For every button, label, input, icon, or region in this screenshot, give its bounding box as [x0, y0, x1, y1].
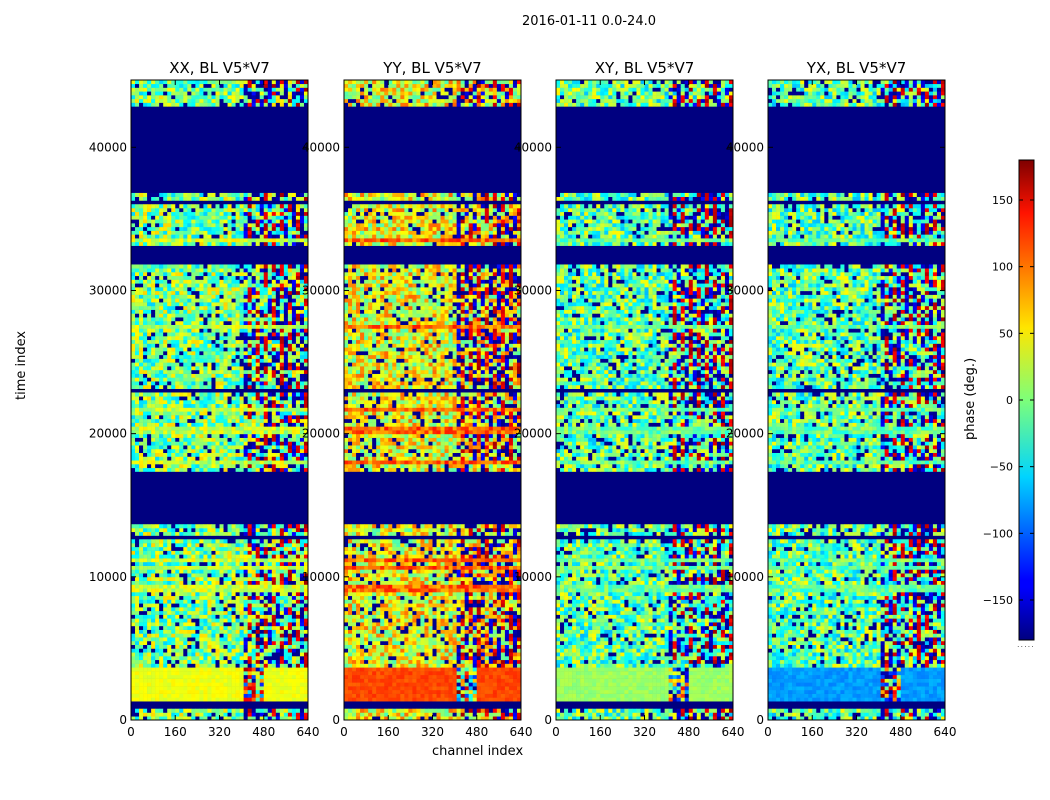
x-tick-label: 640 — [722, 725, 745, 739]
y-tick-label: 40000 — [89, 140, 127, 154]
panel-title: XX, BL V5*V7 — [169, 59, 270, 77]
colorbar-tick-label: 50 — [999, 327, 1013, 340]
panel-0 — [130, 79, 309, 721]
colorbar-tick-label: 0 — [1006, 394, 1013, 407]
x-tick-label: 0 — [764, 725, 772, 739]
colorbar-tick-label: −50 — [990, 461, 1013, 474]
x-tick-label: 160 — [589, 725, 612, 739]
y-tick-label: 10000 — [514, 570, 552, 584]
y-tick-label: 30000 — [514, 283, 552, 297]
y-tick-label: 40000 — [726, 140, 764, 154]
y-tick-label: 0 — [332, 713, 340, 727]
colorbar-tick-label: 100 — [992, 261, 1013, 274]
x-tick-label: 160 — [164, 725, 187, 739]
x-tick-label: 160 — [377, 725, 400, 739]
y-tick-label: 20000 — [302, 427, 340, 441]
x-tick-label: 320 — [845, 725, 868, 739]
y-tick-label: 10000 — [89, 570, 127, 584]
y-tick-label: 30000 — [726, 283, 764, 297]
y-tick-label: 0 — [544, 713, 552, 727]
x-tick-label: 640 — [934, 725, 957, 739]
y-tick-label: 20000 — [89, 427, 127, 441]
y-tick-label: 10000 — [302, 570, 340, 584]
x-axis-label: channel index — [432, 744, 523, 759]
panel-1 — [343, 79, 522, 721]
y-tick-label: 40000 — [302, 140, 340, 154]
y-tick-label: 10000 — [726, 570, 764, 584]
panel-title: XY, BL V5*V7 — [595, 59, 695, 77]
panel-title: YY, BL V5*V7 — [382, 59, 481, 77]
y-tick-label: 20000 — [514, 427, 552, 441]
x-tick-label: 480 — [252, 725, 275, 739]
colorbar-tick-label: 150 — [992, 194, 1013, 207]
panel-2 — [555, 79, 734, 721]
x-tick-label: 480 — [465, 725, 488, 739]
panel-title: YX, BL V5*V7 — [806, 59, 907, 77]
x-tick-label: 320 — [633, 725, 656, 739]
colorbar-footer-dots: ..... — [1017, 640, 1035, 649]
y-tick-label: 40000 — [514, 140, 552, 154]
x-tick-label: 160 — [801, 725, 824, 739]
y-tick-label: 20000 — [726, 427, 764, 441]
x-tick-label: 0 — [340, 725, 348, 739]
y-tick-label: 0 — [756, 713, 764, 727]
x-tick-label: 0 — [552, 725, 560, 739]
y-tick-label: 30000 — [302, 283, 340, 297]
y-tick-label: 30000 — [89, 283, 127, 297]
colorbar-tick-label: −150 — [983, 594, 1013, 607]
x-tick-label: 640 — [297, 725, 320, 739]
x-tick-label: 640 — [510, 725, 533, 739]
x-tick-label: 320 — [421, 725, 444, 739]
x-tick-label: 0 — [127, 725, 135, 739]
colorbar-tick-label: −100 — [983, 527, 1013, 540]
x-tick-label: 480 — [889, 725, 912, 739]
x-tick-label: 480 — [677, 725, 700, 739]
y-tick-label: 0 — [119, 713, 127, 727]
panel-3 — [767, 79, 946, 721]
figure-title: 2016-01-11 0.0-24.0 — [0, 14, 1050, 29]
x-tick-label: 320 — [208, 725, 231, 739]
